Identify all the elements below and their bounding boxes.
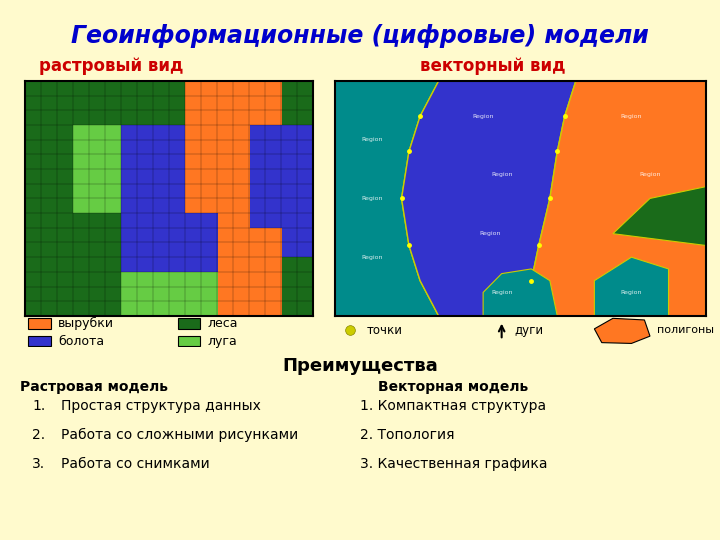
Polygon shape	[595, 319, 650, 343]
Text: Region: Region	[472, 114, 494, 119]
Text: Работа со сложными рисунками: Работа со сложными рисунками	[61, 428, 299, 442]
Text: Простая структура данных: Простая структура данных	[61, 399, 261, 413]
Text: Векторная модель: Векторная модель	[379, 380, 528, 394]
Polygon shape	[483, 269, 557, 316]
Text: дуги: дуги	[515, 324, 544, 337]
Polygon shape	[335, 81, 438, 316]
Text: векторный вид: векторный вид	[420, 57, 566, 75]
Text: Преимущества: Преимущества	[282, 357, 438, 375]
Polygon shape	[595, 257, 668, 316]
Text: луга: луга	[207, 335, 237, 348]
Text: Region: Region	[621, 290, 642, 295]
Text: Region: Region	[361, 255, 382, 260]
Text: Работа со снимками: Работа со снимками	[61, 457, 210, 471]
Text: 3. Качественная графика: 3. Качественная графика	[360, 457, 547, 471]
Text: вырубки: вырубки	[58, 317, 114, 330]
Bar	[28, 336, 50, 346]
Bar	[178, 318, 200, 328]
Text: 2. Топология: 2. Топология	[360, 428, 454, 442]
Text: Геоинформационные (цифровые) модели: Геоинформационные (цифровые) модели	[71, 24, 649, 48]
Text: 3.: 3.	[32, 457, 45, 471]
Polygon shape	[521, 81, 706, 316]
Text: 2.: 2.	[32, 428, 45, 442]
Text: Region: Region	[621, 114, 642, 119]
Text: Region: Region	[491, 290, 513, 295]
Bar	[28, 318, 50, 328]
Bar	[178, 336, 200, 346]
Text: Region: Region	[639, 172, 661, 178]
Text: Region: Region	[361, 137, 382, 142]
Text: 1.: 1.	[32, 399, 45, 413]
Polygon shape	[402, 81, 576, 316]
Text: 1. Компактная структура: 1. Компактная структура	[360, 399, 546, 413]
Text: Region: Region	[361, 196, 382, 201]
Text: полигоны: полигоны	[657, 326, 714, 335]
Text: Region: Region	[491, 172, 513, 178]
Text: леса: леса	[207, 317, 238, 330]
Text: растровый вид: растровый вид	[40, 57, 184, 75]
Polygon shape	[613, 187, 706, 245]
Text: точки: точки	[366, 324, 402, 337]
Text: Растровая модель: Растровая модель	[19, 380, 168, 394]
Text: болота: болота	[58, 335, 104, 348]
Text: Region: Region	[480, 231, 501, 236]
